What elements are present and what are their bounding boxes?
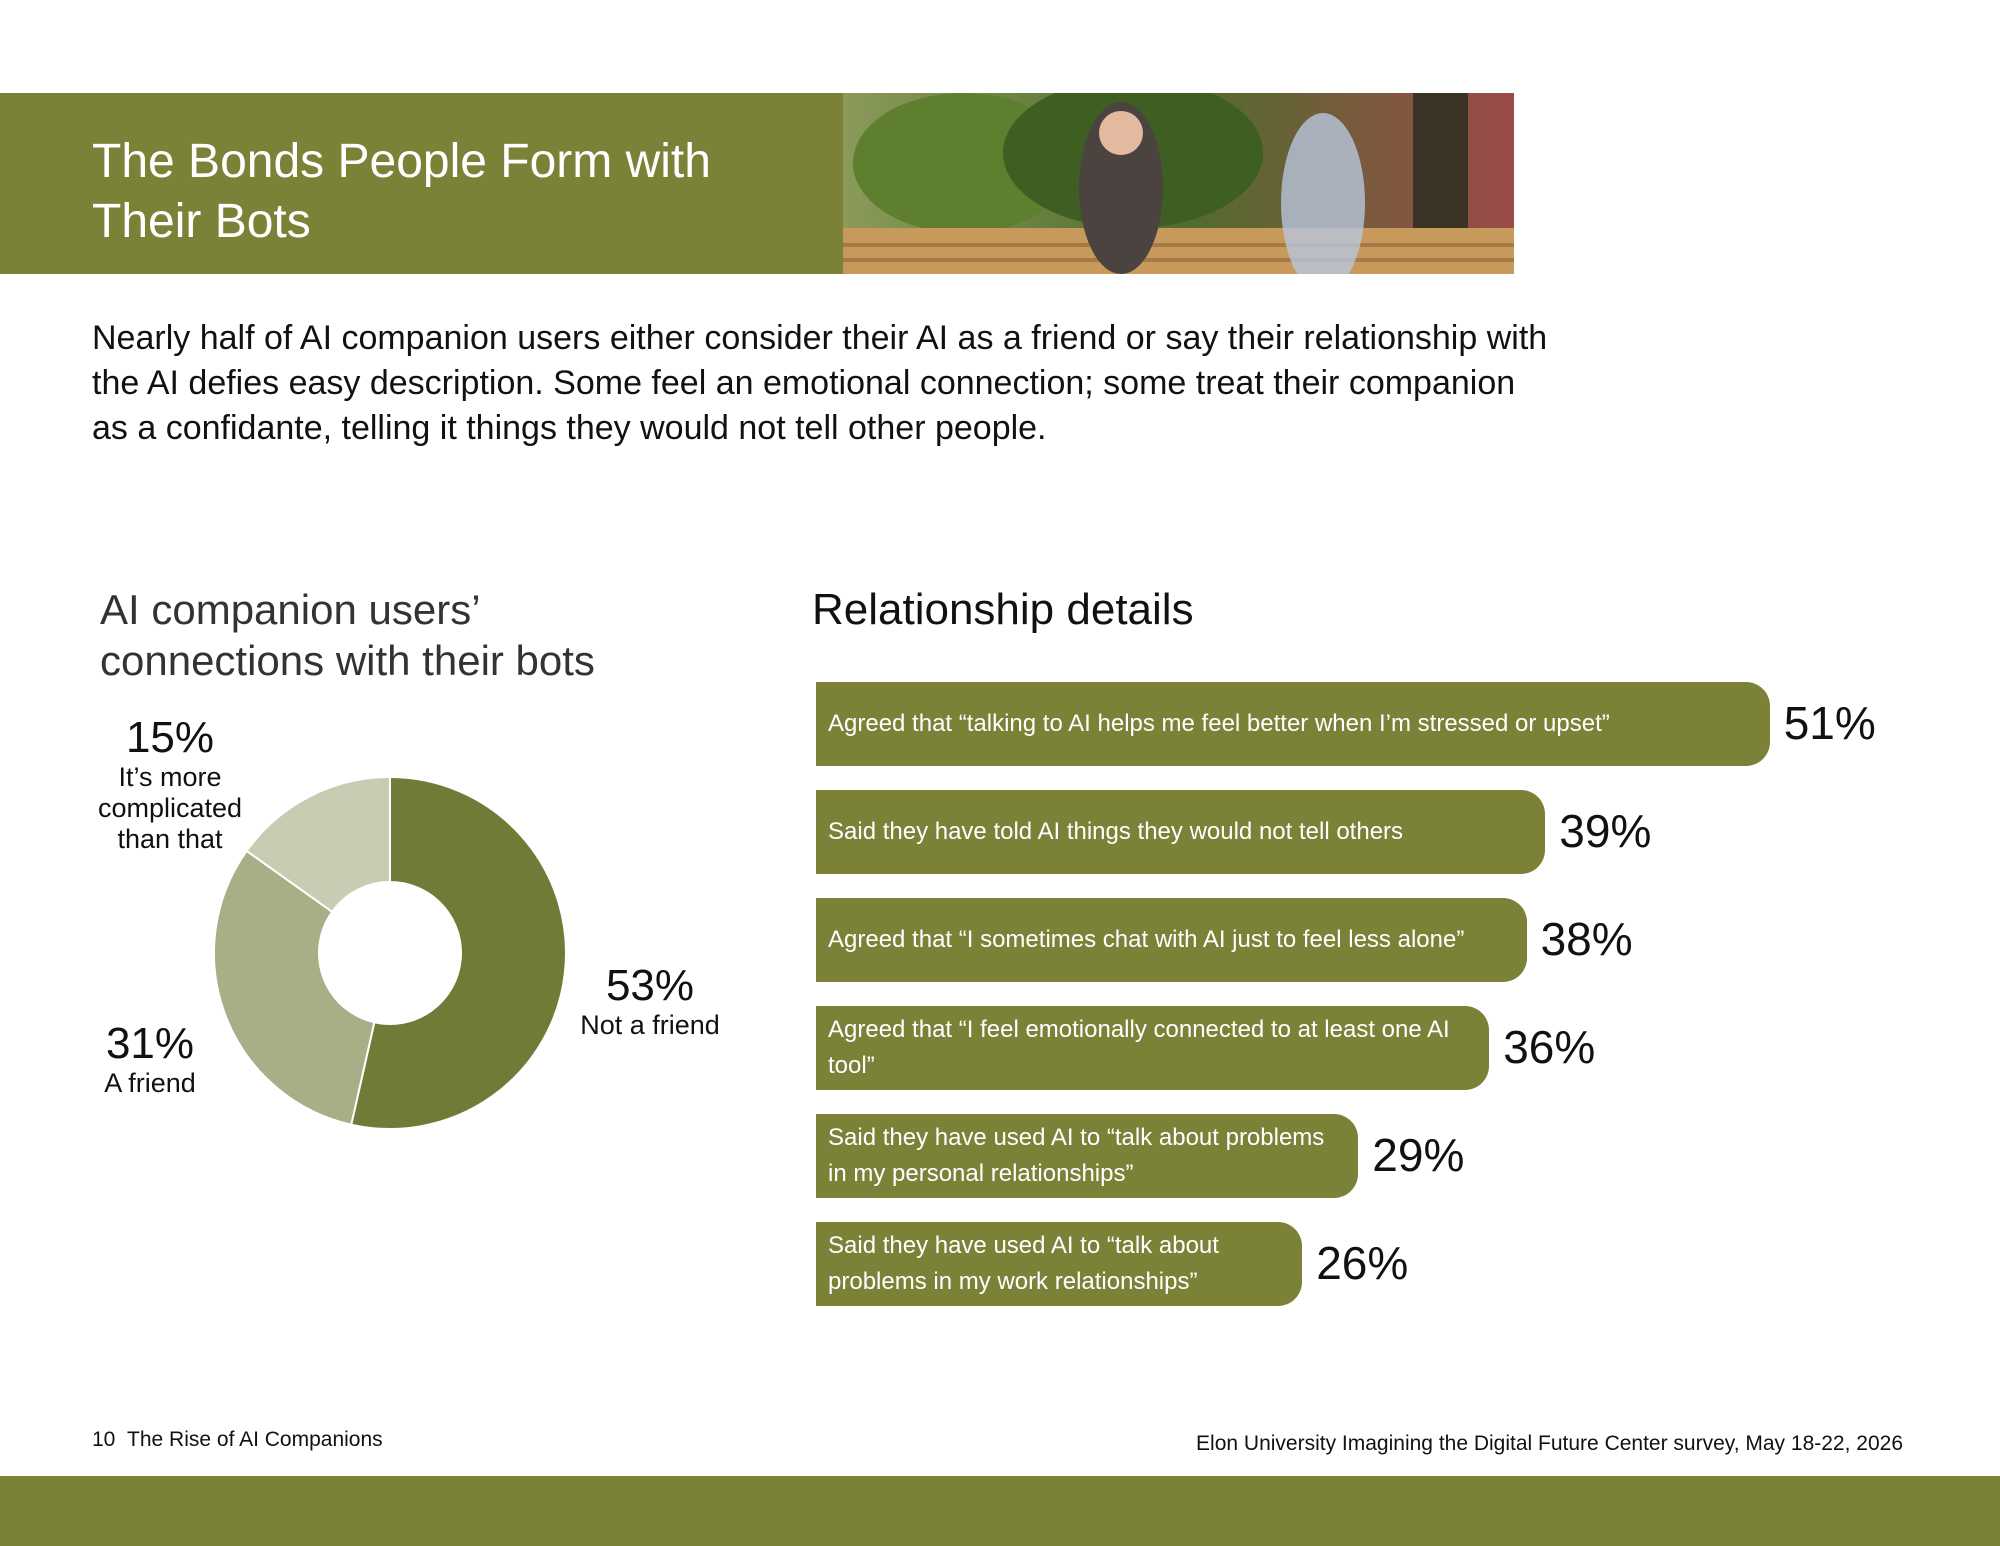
value-label: 53% bbox=[605, 961, 695, 1010]
bar: Said they have used AI to “talk about pr… bbox=[816, 1114, 1359, 1198]
donut-segment bbox=[212, 849, 376, 1126]
header-title: The Bonds People Form with Their Bots bbox=[92, 135, 711, 248]
category-label: A friend bbox=[104, 1068, 196, 1098]
donut-title: AI companion users’ connections with the… bbox=[100, 586, 595, 684]
bar-category: Agreed that “I feel emotionally connecte… bbox=[828, 1016, 1450, 1079]
bar-category: Agreed that “talking to AI helps me feel… bbox=[828, 710, 1610, 737]
category-label: It’s more complicated than that bbox=[97, 762, 243, 854]
value-label: 29% bbox=[1372, 1129, 1465, 1181]
donut-label: 53% Not a friend bbox=[550, 962, 750, 1041]
bar-category: Said they have used AI to “talk about pr… bbox=[828, 1232, 1219, 1295]
bar-category: Said they have used AI to “talk about pr… bbox=[828, 1124, 1325, 1187]
donut-label: 31% A friend bbox=[50, 1020, 250, 1099]
footer-left: 10 The Rise of AI Companions bbox=[92, 1428, 383, 1452]
bar-category: Agreed that “I sometimes chat with AI ju… bbox=[828, 926, 1465, 953]
footer-source: Elon University Imagining the Digital Fu… bbox=[1196, 1432, 1903, 1455]
header-band bbox=[0, 93, 843, 274]
donut-segment bbox=[350, 775, 567, 1130]
donut-label: 15% It’s more complicated than that bbox=[80, 714, 260, 855]
publication: The Rise of AI Companions bbox=[127, 1428, 383, 1451]
bar: Said they have told AI things they would… bbox=[816, 790, 1546, 874]
value-label: 31% bbox=[105, 1019, 195, 1068]
footer-band bbox=[0, 1476, 2000, 1546]
value-label: 36% bbox=[1503, 1021, 1596, 1073]
value-label: 26% bbox=[1316, 1237, 1409, 1289]
value-label: 51% bbox=[1783, 697, 1876, 749]
header-photo bbox=[843, 93, 1514, 274]
bar: Agreed that “I feel emotionally connecte… bbox=[816, 1006, 1490, 1090]
bar: Said they have used AI to “talk about pr… bbox=[816, 1222, 1303, 1306]
value-label: 38% bbox=[1540, 913, 1633, 965]
intro: Nearly half of AI companion users either… bbox=[92, 319, 1548, 447]
bar: Agreed that “talking to AI helps me feel… bbox=[816, 682, 1770, 766]
bar-title: Relationship details bbox=[812, 585, 1194, 634]
value-label: 39% bbox=[1559, 805, 1652, 857]
donut-segment bbox=[245, 775, 391, 914]
value-label: 15% bbox=[125, 713, 215, 762]
bar-category: Said they have told AI things they would… bbox=[828, 818, 1404, 845]
category-label: Not a friend bbox=[580, 1010, 720, 1040]
page-number: 10 bbox=[92, 1428, 116, 1451]
bar: Agreed that “I sometimes chat with AI ju… bbox=[816, 898, 1527, 982]
